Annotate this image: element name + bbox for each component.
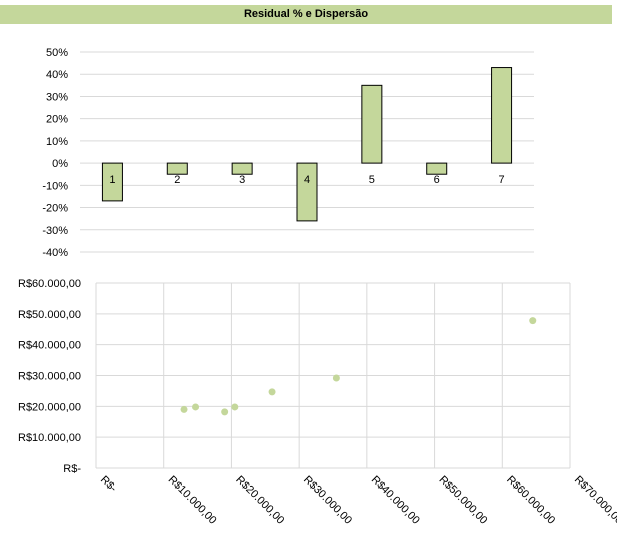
bar-category-label: 2	[174, 174, 180, 186]
bar-y-tick-label: -10%	[42, 180, 68, 192]
bar-y-tick-label: 40%	[46, 69, 68, 81]
bar-category-label: 7	[499, 174, 505, 186]
bar	[361, 84, 383, 164]
scatter-x-tick-label: R$-	[98, 474, 119, 495]
scatter-x-tick-label: R$20.000,00	[233, 474, 286, 527]
scatter-point	[221, 408, 229, 416]
bar	[101, 162, 123, 202]
scatter-x-tick-label: R$70.000,00	[572, 474, 617, 527]
bar	[231, 162, 253, 175]
bar-y-tick-label: -40%	[42, 247, 68, 259]
scatter-point	[192, 403, 200, 411]
scatter-y-tick-label: R$50.000,00	[18, 309, 81, 321]
bar-y-tick-label: 50%	[46, 47, 68, 59]
bar	[426, 162, 448, 175]
scatter-point	[332, 374, 340, 382]
bar-category-label: 3	[239, 174, 245, 186]
bar	[166, 162, 188, 175]
bar	[491, 67, 513, 164]
scatter-x-tick-label: R$60.000,00	[504, 474, 557, 527]
bar-category-label: 4	[304, 174, 310, 186]
scatter-y-tick-label: R$-	[63, 463, 81, 475]
bar-y-tick-label: 20%	[46, 114, 68, 126]
scatter-y-tick-label: R$30.000,00	[18, 371, 81, 383]
scatter-x-tick-label: R$30.000,00	[301, 474, 354, 527]
scatter-y-tick-label: R$60.000,00	[18, 278, 81, 290]
bar-category-label: 6	[434, 174, 440, 186]
scatter-point	[180, 405, 188, 413]
scatter-point	[231, 403, 239, 411]
bar-category-label: 1	[109, 174, 115, 186]
scatter-y-tick-label: R$10.000,00	[18, 432, 81, 444]
bar-y-tick-label: 10%	[46, 136, 68, 148]
scatter-point	[268, 388, 276, 396]
bar-y-tick-label: 0%	[52, 158, 68, 170]
scatter-x-tick-label: R$50.000,00	[436, 474, 489, 527]
chart-title: Residual % e Dispersão	[0, 5, 612, 24]
bar-category-label: 5	[369, 174, 375, 186]
bar	[296, 162, 318, 222]
scatter-x-tick-label: R$40.000,00	[369, 474, 422, 527]
bar-y-tick-label: 30%	[46, 91, 68, 103]
scatter-y-tick-label: R$20.000,00	[18, 401, 81, 413]
scatter-y-tick-label: R$40.000,00	[18, 340, 81, 352]
bar-y-tick-label: -20%	[42, 203, 68, 215]
scatter-point	[529, 317, 537, 325]
scatter-x-tick-label: R$10.000,00	[166, 474, 219, 527]
residual-bar-chart: 50% 40% 30% 20% 10% 0% -10% -20% -30% -40% 1 2 3 4 5 6 7	[42, 47, 534, 259]
bar-y-tick-label: -30%	[42, 225, 68, 237]
